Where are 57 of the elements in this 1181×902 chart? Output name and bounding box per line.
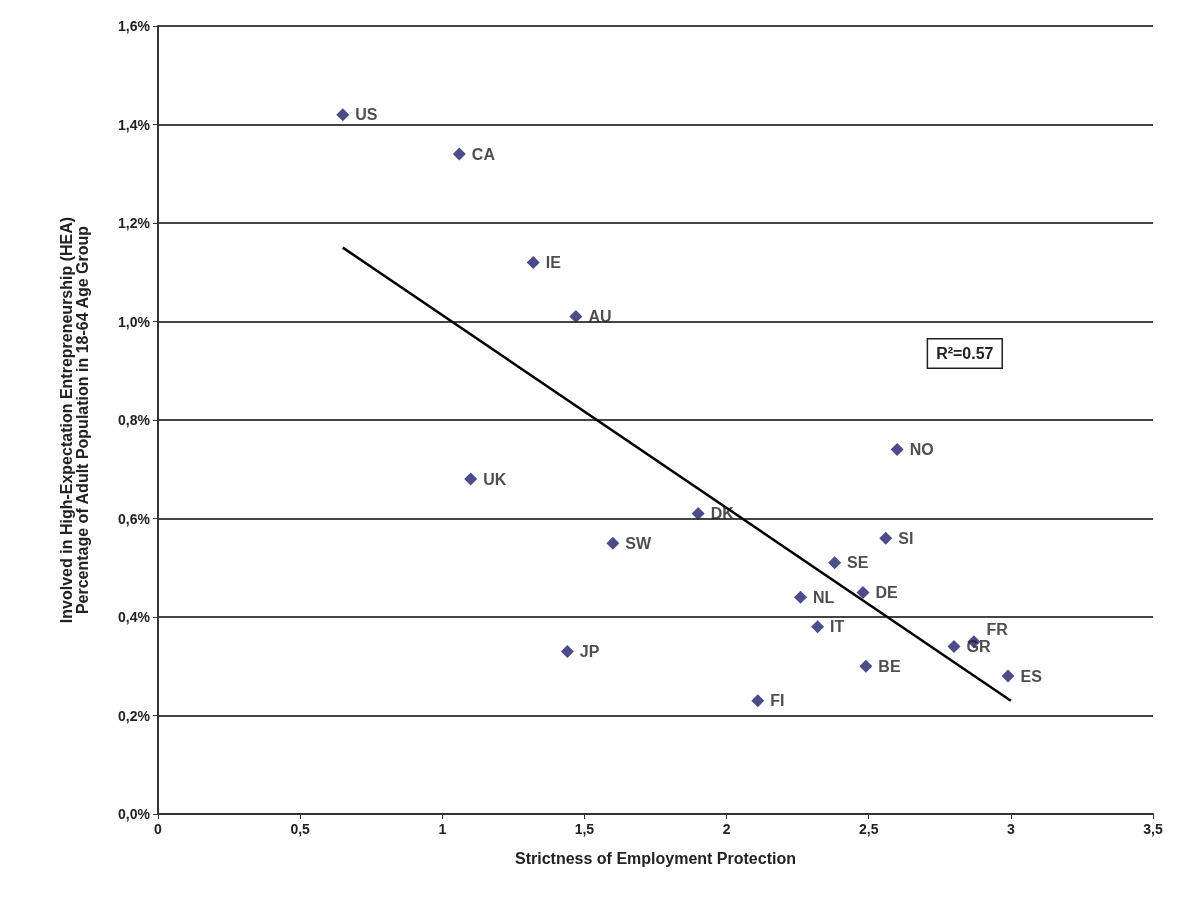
x-tick-label: 1,5 xyxy=(574,821,595,837)
y-tick-label: 1,2% xyxy=(118,215,151,231)
series-label: SW xyxy=(625,534,653,552)
series-label: JP xyxy=(579,642,600,660)
x-tick-label: 2 xyxy=(722,821,731,837)
series-label: FR xyxy=(986,621,1009,639)
point xyxy=(859,659,873,673)
series-label: SI xyxy=(898,529,914,547)
x-tick-label: 2,5 xyxy=(858,821,879,837)
series-label: IT xyxy=(830,618,845,636)
series-label: FI xyxy=(770,692,785,710)
y-tick-label: 0,4% xyxy=(118,609,151,625)
point xyxy=(606,536,620,550)
series-label: DE xyxy=(875,583,899,601)
point xyxy=(464,472,478,486)
point xyxy=(336,108,350,122)
point xyxy=(691,507,705,521)
point xyxy=(1001,669,1015,683)
x-tick-label: 1 xyxy=(438,821,447,837)
series-label: NL xyxy=(812,588,835,606)
series-label: GR xyxy=(966,638,991,656)
series-label: AU xyxy=(588,308,612,326)
x-tick-label: 3,5 xyxy=(1143,821,1163,837)
y-tick-label: 0,0% xyxy=(118,806,151,822)
series-label: US xyxy=(355,106,378,124)
point xyxy=(890,443,904,457)
y-tick-label: 1,0% xyxy=(118,313,151,330)
point xyxy=(879,531,893,545)
annotation: R²=0.57 xyxy=(936,345,994,362)
y-tick-label: 1,4% xyxy=(118,116,151,133)
series-label: BE xyxy=(878,657,901,675)
point xyxy=(560,644,574,658)
x-tick-label: 0,5 xyxy=(290,821,311,837)
point xyxy=(751,694,765,708)
point xyxy=(947,640,961,654)
point xyxy=(828,556,842,570)
y-tick-label: 0,2% xyxy=(118,707,151,724)
x-tick-label: 0 xyxy=(154,821,163,837)
series-label: IE xyxy=(545,253,562,271)
series-label: ES xyxy=(1020,667,1043,685)
series-label: DK xyxy=(710,505,735,523)
series-label: NO xyxy=(909,441,934,459)
point xyxy=(856,585,870,599)
point xyxy=(569,310,583,324)
series-label: UK xyxy=(483,470,507,488)
point xyxy=(811,620,825,634)
y-axis-title: Involved in High-Expectation Entrepreneurship (HEA) Percentage of Adult Population in 18-64 Age Group xyxy=(57,216,91,624)
y-tick-label: 0,6% xyxy=(118,510,151,527)
x-tick-label: 3 xyxy=(1006,821,1015,837)
y-tick-label: 1,6% xyxy=(118,18,151,34)
x-axis-title: Strictness of Employment Protection xyxy=(515,849,796,867)
point xyxy=(793,590,807,604)
y-tick-label: 0,8% xyxy=(118,412,151,428)
series-label: CA xyxy=(471,145,496,163)
point xyxy=(452,147,466,161)
series-label: SE xyxy=(847,554,869,572)
point xyxy=(526,255,540,269)
